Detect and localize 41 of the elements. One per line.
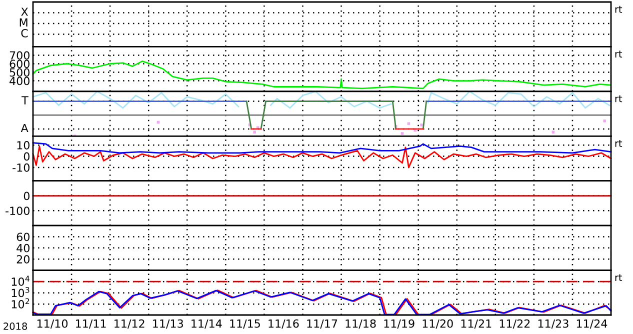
x-tick-label: 11/21: [461, 319, 492, 329]
y-tick-label: 700: [10, 51, 30, 60]
y-tick-label: 40: [16, 244, 30, 252]
x-tick-label: 11/18: [346, 319, 376, 329]
y-tick-label: 10$^{4}$: [12, 276, 30, 286]
y-tick-label: 0: [24, 192, 30, 200]
x-tick-label: 11/16: [268, 319, 299, 329]
x-tick-label: 11/17: [307, 320, 338, 329]
y-tick-label: 600: [10, 60, 30, 68]
x-tick-label: 11/22: [500, 319, 530, 329]
text: rt: [615, 140, 622, 147]
y-tick-label: 10$^{3}$: [12, 286, 30, 298]
text: rt: [615, 95, 622, 102]
x-tick-label: 11/19: [384, 319, 414, 329]
y-tick-label: 20: [16, 255, 30, 264]
x-tick-label: 11/13: [153, 319, 183, 329]
text: rt: [615, 274, 622, 282]
x-tick-label: 11/23: [538, 319, 568, 329]
y-tick-label: 0: [24, 152, 30, 161]
y-tick-label: 400: [10, 76, 30, 86]
x-tick-label: 11/15: [230, 320, 260, 329]
x-tick-label: 11/11: [76, 320, 106, 329]
text: A: [20, 124, 28, 132]
x-tick-label: 11/10: [37, 319, 68, 329]
x-tick-label: 11/12: [114, 319, 144, 329]
x-tick-label: 11/14: [192, 320, 222, 329]
text: T: [22, 96, 28, 104]
y-tick-label: 10$^{2}$: [12, 298, 30, 308]
y-tick-label: -10: [12, 163, 30, 172]
y-tick-label: 500: [10, 68, 30, 77]
text: X: [21, 8, 28, 16]
y-tick-label: 60: [16, 232, 30, 242]
y-tick-label: 10: [17, 141, 30, 150]
text: rt: [615, 50, 622, 58]
text: 2018: [4, 322, 28, 330]
x-tick-label: 11/24: [576, 319, 608, 329]
text: C: [21, 29, 28, 38]
text: M: [20, 18, 28, 27]
text: rt: [615, 6, 622, 13]
y-tick-label: -100: [6, 206, 30, 216]
x-tick-label: 11/20: [422, 319, 453, 329]
